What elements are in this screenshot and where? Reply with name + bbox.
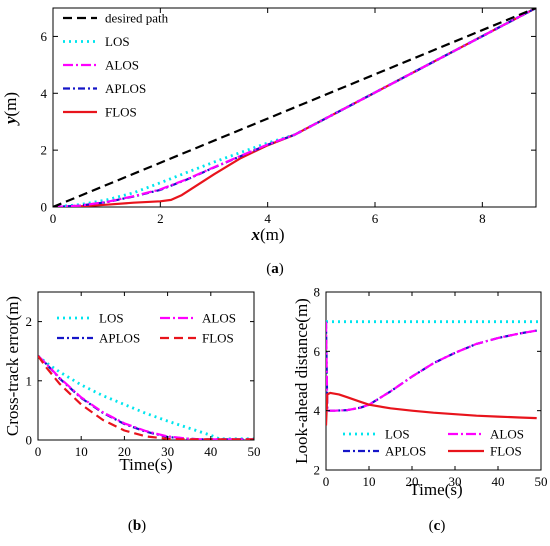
panel-a-ytick-label: 2 [41,143,48,158]
panel-b-legend-label-alos: ALOS [202,311,236,326]
panel-c-ytick-label: 6 [314,344,321,359]
panel-b-xlabel: Time(s) [119,455,172,474]
panel-b-caption: (b) [128,518,146,534]
panel-c-legend-label-flos: FLOS [490,444,522,459]
panel-b-xtick-label: 30 [161,444,174,459]
panel-b-ytick-label: 2 [26,314,33,329]
panel-b-series-aplos [38,355,254,440]
panel-b-ytick-label: 0 [26,433,33,448]
panel-c-caption: (c) [429,518,446,534]
panel-c-ytick-label: 8 [314,285,321,300]
panel-c-xtick-label: 50 [535,474,548,489]
panel-c-xtick-label: 40 [492,474,505,489]
panel-a-legend-label-desired-path: desired path [105,11,169,26]
panel-b-xtick-label: 10 [75,444,88,459]
panel-c-xlabel: Time(s) [409,480,462,499]
panel-a-ylabel-unit: (m) [1,92,20,117]
panel-a-ytick-label: 6 [41,29,48,44]
panel-a-xtick-label: 8 [479,211,486,226]
panel-c: 0 10 20 30 40 50 2 4 6 8 LOS ALOS APLOS FLOS Time(s)… [292,285,548,535]
panel-c-ytick-label: 2 [314,463,321,478]
panel-c-legend-label-alos: ALOS [490,427,524,442]
panel-a-legend-label-flos: FLOS [105,105,137,120]
panel-c-legend-label-aplos: APLOS [385,444,426,459]
panel-a-ytick-label: 4 [41,86,48,101]
panel-a-xtick-label: 4 [264,211,271,226]
panel-c-series-flos [326,391,537,426]
panel-b-legend-label-flos: FLOS [202,331,234,346]
panel-b-xtick-label: 20 [118,444,131,459]
panel-c-caption-letter: c [434,518,441,534]
panel-a-legend-label-aplos: APLOS [105,81,146,96]
panel-c-series-alos [326,321,537,412]
panel-c-ylabel: Look-ahead distance(m) [292,298,311,464]
panel-b-xtick-label: 50 [248,444,261,459]
panel-a-legend-label-los: LOS [105,34,130,49]
panel-b-ytick-label: 1 [26,373,33,388]
panel-c-legend-label-los: LOS [385,427,410,442]
panel-a-xtick-label: 0 [50,211,57,226]
panel-b-xtick-label: 40 [204,444,217,459]
panel-a-xlabel: x(m) [250,225,284,244]
panel-a-xtick-label: 6 [372,211,379,226]
panel-a-ylabel-var: y [1,116,20,126]
panel-c-series-aplos [326,321,537,412]
panel-a-caption: (a) [266,261,284,277]
panel-a-xtick-label: 2 [157,211,164,226]
panel-a-xlabel-unit: (m) [260,225,285,244]
panel-b-legend-label-aplos: APLOS [99,331,140,346]
panel-b-frame [37,291,255,441]
panel-b-xtick-label: 0 [35,444,42,459]
panel-a-legend-label-alos: ALOS [105,58,139,73]
panel-b-series-alos [38,355,254,440]
panel-c-xtick-label: 30 [449,474,462,489]
panel-a-caption-letter: a [271,261,279,277]
panel-b-ylabel: Cross-track error(m) [3,296,22,436]
panel-c-xtick-label: 20 [406,474,419,489]
panel-c-ytick-label: 4 [314,403,321,418]
panel-a-series-desired-path [53,8,536,207]
panel-a-ytick-label: 0 [41,200,48,215]
panel-b-caption-letter: b [133,518,141,534]
panel-a-ylabel: y(m) [1,92,20,126]
panel-a-frame [52,7,537,208]
panel-c-xtick-label: 0 [323,474,330,489]
panel-a-series-alos [53,8,536,207]
panel-a: 0 2 4 6 8 0 2 4 6 desired path LOS ALOS APLOS FLOS x… [1,7,537,277]
panel-b-series-los [38,354,254,440]
panel-b-legend-label-los: LOS [99,311,124,326]
panel-c-xtick-label: 10 [363,474,376,489]
panel-a-xlabel-var: x [250,225,260,244]
panel-b-series-flos [38,355,254,440]
